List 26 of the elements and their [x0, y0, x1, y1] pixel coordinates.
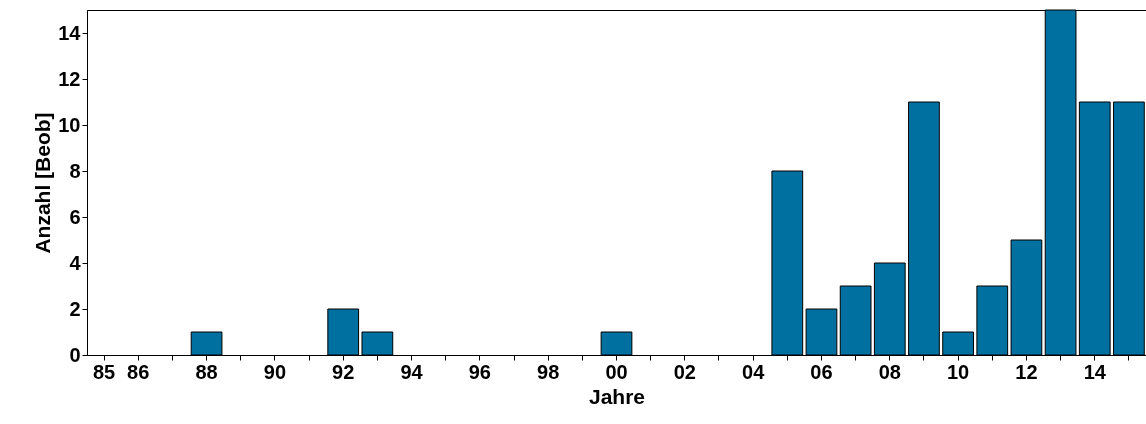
x-tick-label: 06 — [810, 360, 833, 383]
y-tick-label: 6 — [69, 205, 81, 228]
y-tick-label: 0 — [69, 343, 81, 366]
y-tick-label: 2 — [69, 297, 81, 320]
y-tick-label: 10 — [58, 113, 81, 136]
x-tick-label: 08 — [878, 360, 901, 383]
x-tick-label: 86 — [127, 360, 150, 383]
y-tick-label: 14 — [58, 21, 82, 44]
x-tick-label: 10 — [946, 360, 970, 383]
x-tick-label: 94 — [400, 360, 424, 383]
x-tick-label: 85 — [92, 360, 116, 383]
x-tick-label: 14 — [1083, 360, 1107, 383]
y-tick-label: 8 — [69, 159, 81, 182]
y-tick-label: 12 — [58, 67, 81, 90]
x-tick-label: 04 — [742, 360, 766, 383]
x-tick-label: 96 — [468, 360, 491, 383]
y-axis-title: Anzahl [Beob] — [31, 112, 55, 254]
x-axis-title: Jahre — [588, 384, 646, 408]
x-tick-label: 92 — [332, 360, 355, 383]
x-tick-label: 02 — [673, 360, 696, 383]
x-tick-label: 90 — [263, 360, 287, 383]
x-tick-label: 00 — [605, 360, 628, 383]
x-tick-label: 12 — [1015, 360, 1038, 383]
y-tick-label: 4 — [69, 251, 82, 274]
x-tick-label: 88 — [195, 360, 218, 383]
x-tick-label: 98 — [537, 360, 560, 383]
